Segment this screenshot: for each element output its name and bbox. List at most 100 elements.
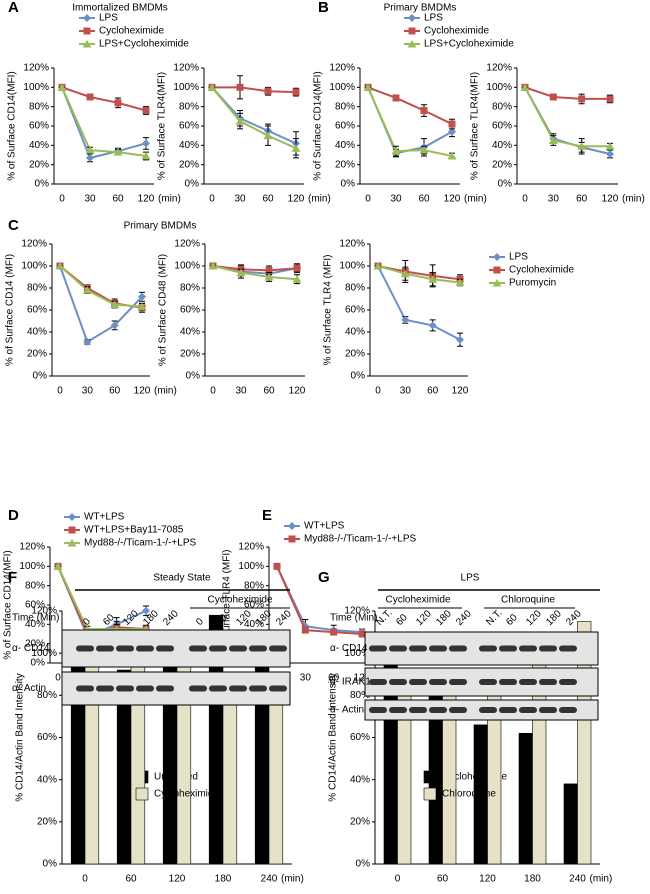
marker [428, 321, 437, 330]
y-axis-label: % of Surface TLR4 (MFI) [323, 255, 334, 366]
blot-band [449, 645, 467, 652]
y-tick-label: 0% [31, 658, 46, 669]
x-tick-label: 60 [125, 874, 137, 885]
legend-swatch [423, 770, 437, 784]
series-line [211, 86, 297, 145]
y-tick-label: 60% [37, 732, 57, 743]
blot-band [429, 679, 447, 685]
marker [83, 14, 91, 22]
blot-band [389, 679, 407, 685]
blot-band [559, 645, 577, 652]
blot-band [76, 645, 94, 652]
marker [264, 87, 272, 95]
blot-band [209, 685, 227, 692]
blot-band [409, 679, 427, 685]
row-label: α- Actin [330, 705, 364, 716]
marker [408, 27, 416, 35]
legend-swatch [423, 787, 437, 801]
marker [401, 315, 410, 324]
lane-label: 0 [194, 616, 206, 628]
blot-band [229, 685, 247, 692]
blot-band [136, 685, 154, 692]
blot-band [116, 645, 134, 652]
y-tick-label: 120% [238, 542, 264, 553]
blot-band [369, 707, 387, 713]
y-axis-label: % of Surface CD48 (MFI) [158, 254, 169, 366]
group-label: Cycloheximide [207, 595, 272, 606]
row-label: α- IRAK1 [330, 677, 371, 688]
x-tick-label: 120 [444, 194, 461, 205]
blot-band [499, 707, 517, 713]
x-tick-label: 180 [524, 874, 541, 885]
y-axis-label: % CD14/Actin Band Intensity [328, 673, 339, 801]
y-tick-label: 100% [23, 82, 49, 93]
marker [292, 275, 302, 283]
blot-band [116, 685, 134, 692]
blot-band [539, 679, 557, 685]
marker [493, 266, 501, 274]
marker [428, 275, 438, 283]
y-tick-label: 100% [174, 261, 200, 272]
x-tick-label: 60 [109, 386, 121, 397]
y-tick-label: 100% [329, 82, 355, 93]
blot-band [156, 645, 174, 652]
marker [85, 146, 95, 154]
marker [606, 95, 614, 103]
legend-label: WT+LPS [304, 521, 345, 532]
lane-label: 240 [161, 608, 181, 628]
series-line [377, 265, 461, 341]
legend-label: LPS [424, 13, 443, 24]
marker [83, 27, 91, 35]
blot-band [539, 707, 557, 713]
series-line [61, 86, 147, 112]
panel-letter: A [8, 0, 19, 16]
series-line [59, 265, 143, 308]
marker [392, 94, 400, 102]
x-tick-label: 60 [112, 194, 124, 205]
x-tick-label: 30 [548, 194, 560, 205]
y-tick-label: 80% [29, 101, 49, 112]
y-tick-label: 40% [37, 774, 57, 785]
marker [142, 107, 150, 115]
lane-label: 240 [454, 608, 474, 628]
y-tick-label: 0% [33, 371, 48, 382]
marker [82, 40, 92, 48]
legend-label: Cycloheximide [442, 772, 507, 783]
y-tick-label: 120% [344, 606, 370, 617]
series-line [57, 565, 147, 638]
blot-band [209, 645, 227, 652]
x-axis-label: (min) [154, 386, 177, 397]
marker [53, 562, 63, 570]
x-tick-label: 0 [57, 386, 63, 397]
lane-label: 180 [434, 608, 454, 628]
blot-band [479, 679, 497, 685]
marker [236, 268, 246, 277]
marker [68, 513, 76, 521]
blot-band [156, 685, 174, 692]
marker [330, 628, 338, 636]
x-tick-label: 30 [84, 194, 96, 205]
x-tick-label: 0 [365, 194, 371, 205]
y-tick-label: 40% [180, 327, 200, 338]
lane-label: 120 [414, 608, 434, 628]
series-line [212, 265, 298, 272]
y-tick-label: 100% [31, 648, 57, 659]
marker [549, 93, 557, 101]
marker [208, 262, 218, 270]
y-axis-label: % of Surface CD14(MFI) [313, 71, 324, 180]
blot-band [96, 685, 114, 692]
x-tick-label: 30 [390, 194, 402, 205]
blot-band [369, 679, 387, 685]
x-tick-label: 60 [263, 386, 275, 397]
marker [548, 136, 558, 144]
y-tick-label: 40% [25, 619, 45, 630]
y-tick-label: 60% [350, 732, 370, 743]
blot-band [76, 685, 94, 692]
x-tick-label: 0 [375, 386, 381, 397]
y-tick-label: 0% [43, 859, 58, 870]
marker [83, 337, 92, 346]
y-tick-label: 0% [498, 179, 513, 190]
lane-label: 120 [121, 608, 141, 628]
marker [236, 83, 244, 91]
